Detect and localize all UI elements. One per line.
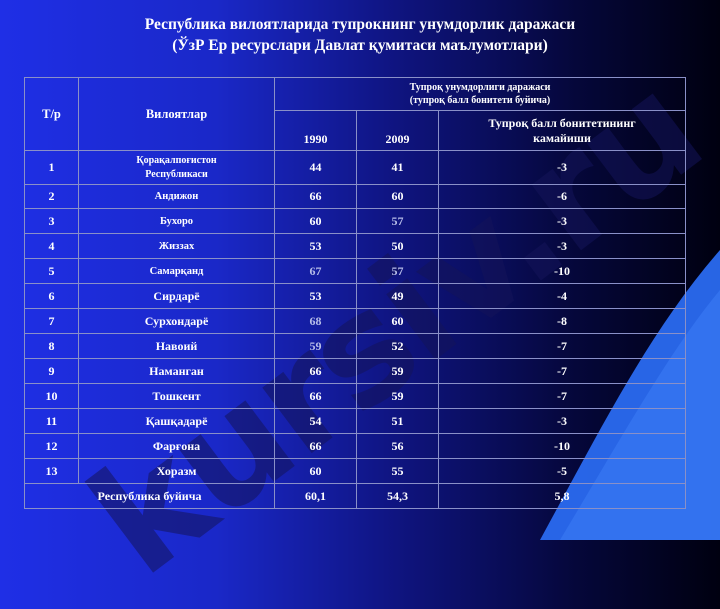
row-value-1990: 60	[274, 208, 357, 234]
row-region-line-2: Республикаси	[145, 168, 208, 180]
row-region: Самарқанд	[78, 258, 275, 284]
row-number: 1	[24, 150, 79, 185]
row-number: 11	[24, 408, 79, 434]
row-region: Хоразм	[78, 458, 275, 484]
table-row: 1 Қорақалпоғистон Республикаси 44 41 -3	[24, 150, 687, 185]
row-number: 10	[24, 383, 79, 409]
row-value-1990: 59	[274, 333, 357, 359]
row-decrease: -10	[437, 258, 687, 284]
header-group-line-2: (тупроқ балл бонитети буйича)	[409, 95, 551, 106]
row-decrease: -3	[437, 408, 687, 434]
row-value-1990: 60	[274, 458, 357, 484]
row-region: Бухоро	[78, 208, 275, 234]
row-region: Тошкент	[78, 383, 275, 409]
row-decrease: -7	[437, 383, 687, 409]
row-number: 2	[24, 184, 79, 209]
total-value-1990: 60,1	[274, 483, 357, 509]
header-fertility-group: Тупроқ унумдорлиги даражаси (тупроқ балл…	[273, 77, 687, 111]
row-region: Сурхондарё	[78, 308, 275, 334]
row-value-2009: 51	[356, 408, 439, 434]
row-decrease: -7	[437, 358, 687, 384]
row-value-2009: 49	[356, 283, 439, 309]
row-value-2009: 60	[356, 184, 439, 209]
row-number: 6	[24, 283, 79, 309]
table-row: 6 Сирдарё 53 49 -4	[24, 283, 687, 309]
total-label: Республика буйича	[24, 483, 275, 509]
row-decrease: -3	[437, 233, 687, 259]
page-title: Республика вилоятларида тупрокнинг унумд…	[0, 14, 720, 56]
table-total-row: Республика буйича 60,1 54,3 5,8	[24, 483, 687, 509]
table-row: 3 Бухоро 60 57 -3	[24, 208, 687, 234]
row-decrease: -7	[437, 333, 687, 359]
row-value-2009: 50	[356, 233, 439, 259]
table-row: 5 Самарқанд 67 57 -10	[24, 258, 687, 284]
row-value-2009: 56	[356, 433, 439, 459]
row-decrease: -8	[437, 308, 687, 334]
table-row: 13 Хоразм 60 55 -5	[24, 458, 687, 484]
row-region-line-1: Қорақалпоғистон	[136, 154, 217, 166]
soil-fertility-table: Т/р Вилоятлар Тупроқ унумдорлиги даражас…	[24, 77, 687, 509]
table-row: 11 Қашқадарё 54 51 -3	[24, 408, 687, 434]
row-value-2009: 57	[356, 258, 439, 284]
total-decrease: 5,8	[437, 483, 687, 509]
row-region: Қашқадарё	[78, 408, 275, 434]
row-decrease: -3	[437, 150, 687, 185]
row-number: 13	[24, 458, 79, 484]
row-number: 8	[24, 333, 79, 359]
row-value-2009: 60	[356, 308, 439, 334]
row-number: 4	[24, 233, 79, 259]
table-row: 8 Навоий 59 52 -7	[24, 333, 687, 359]
table-row: 10 Тошкент 66 59 -7	[24, 383, 687, 409]
row-value-1990: 66	[274, 184, 357, 209]
row-value-1990: 54	[274, 408, 357, 434]
header-group-line-1: Тупроқ унумдорлиги даражаси	[409, 82, 551, 93]
row-decrease: -4	[437, 283, 687, 309]
table-row: 2 Андижон 66 60 -6	[24, 184, 687, 209]
row-region: Жиззах	[78, 233, 275, 259]
header-year-1990: 1990	[274, 110, 357, 151]
row-number: 7	[24, 308, 79, 334]
table-row: 12 Фарғона 66 56 -10	[24, 433, 687, 459]
header-region: Вилоятлар	[78, 77, 275, 151]
table-row: 9 Наманган 66 59 -7	[24, 358, 687, 384]
title-line-1: Республика вилоятларида тупрокнинг унумд…	[144, 16, 576, 33]
title-line-2: (ЎзР Ер ресурслари Давлат қумитаси маълу…	[172, 37, 548, 54]
header-decrease-line-2: камайиши	[533, 130, 591, 145]
header-decrease: Тупроқ балл бонитетининг камайиши	[437, 110, 687, 151]
row-region: Наманган	[78, 358, 275, 384]
row-region: Сирдарё	[78, 283, 275, 309]
row-value-1990: 53	[274, 233, 357, 259]
row-region: Фарғона	[78, 433, 275, 459]
header-decrease-line-1: Тупроқ балл бонитетининг	[488, 115, 636, 130]
row-value-1990: 66	[274, 383, 357, 409]
row-value-2009: 55	[356, 458, 439, 484]
row-region: Қорақалпоғистон Республикаси	[78, 150, 275, 185]
total-value-2009: 54,3	[356, 483, 439, 509]
row-region: Навоий	[78, 333, 275, 359]
row-number: 9	[24, 358, 79, 384]
row-value-2009: 57	[356, 208, 439, 234]
row-decrease: -6	[437, 184, 687, 209]
row-value-1990: 68	[274, 308, 357, 334]
row-number: 12	[24, 433, 79, 459]
row-region: Андижон	[78, 184, 275, 209]
table-row: 4 Жиззах 53 50 -3	[24, 233, 687, 259]
row-decrease: -5	[437, 458, 687, 484]
row-value-1990: 44	[274, 150, 357, 185]
row-value-2009: 59	[356, 383, 439, 409]
header-year-2009: 2009	[356, 110, 439, 151]
row-value-1990: 67	[274, 258, 357, 284]
row-value-1990: 66	[274, 433, 357, 459]
row-number: 5	[24, 258, 79, 284]
row-value-2009: 52	[356, 333, 439, 359]
row-value-2009: 41	[356, 150, 439, 185]
row-decrease: -3	[437, 208, 687, 234]
row-number: 3	[24, 208, 79, 234]
row-value-1990: 66	[274, 358, 357, 384]
row-decrease: -10	[437, 433, 687, 459]
row-value-1990: 53	[274, 283, 357, 309]
table-row: 7 Сурхондарё 68 60 -8	[24, 308, 687, 334]
row-value-2009: 59	[356, 358, 439, 384]
header-number: Т/р	[24, 77, 79, 151]
